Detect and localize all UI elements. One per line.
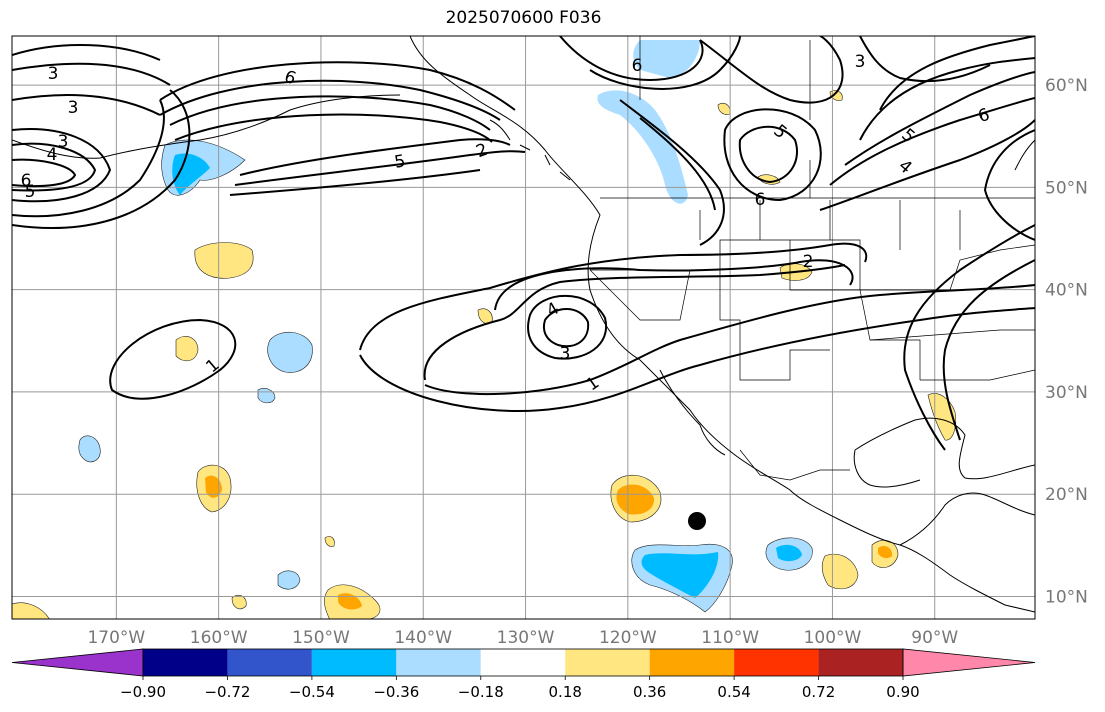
colorbar-tick-label: −0.72 [204, 683, 250, 701]
colorbar-segment [143, 649, 228, 676]
latitude-label: 20°N [1045, 485, 1088, 505]
colorbar-segment [734, 649, 819, 676]
shaded-anomalies [12, 40, 957, 619]
contour-label: 3 [855, 52, 866, 72]
colorbar-segment [480, 649, 566, 676]
latitude-labels: 60°N 50°N 40°N 30°N 20°N 10°N [1045, 76, 1088, 607]
colorbar-extend-max [902, 648, 1036, 677]
colorbar-tick-label: −0.90 [120, 683, 166, 701]
contour-label: 6 [21, 171, 32, 191]
contour-label: 3 [560, 344, 571, 364]
longitude-label: 140°W [394, 628, 452, 648]
latitude-label: 50°N [1045, 178, 1088, 198]
contour-label: 5 [25, 182, 36, 202]
colorbar-tick-label: 0.36 [633, 683, 666, 701]
colorbar-segment [396, 649, 481, 676]
location-marker [688, 512, 706, 530]
longitude-label: 120°W [599, 628, 657, 648]
contour-label: 2 [473, 140, 490, 162]
colorbar-tick-label: 0.54 [717, 683, 750, 701]
contour-label: 3 [58, 132, 69, 152]
map-frame [11, 35, 1036, 620]
colorbar [11, 648, 1036, 677]
colorbar-tick-labels: −0.90 −0.72 −0.54 −0.36 −0.18 0.18 0.36 0.54 0.7… [120, 676, 920, 701]
longitude-label: 150°W [292, 628, 350, 648]
longitude-label: 160°W [190, 628, 248, 648]
contour-label: 1 [202, 355, 223, 377]
colorbar-tick-label: 0.72 [802, 683, 835, 701]
contour-label: 3 [68, 98, 79, 118]
colorbar-segment [649, 649, 735, 676]
longitude-label: 100°W [804, 628, 862, 648]
contour-label: 4 [894, 156, 915, 178]
graticule [12, 36, 1035, 619]
colorbar-segment [818, 649, 903, 676]
colorbar-tick-label: −0.18 [458, 683, 504, 701]
contour-label: 2 [803, 252, 814, 272]
colorbar-segment [565, 649, 650, 676]
colorbar-segment [311, 649, 397, 676]
colorbar-tick-label: 0.18 [549, 683, 582, 701]
map-title: 2025070600 F036 [445, 8, 602, 28]
latitude-label: 40°N [1045, 281, 1088, 301]
contour-label: 4 [47, 145, 58, 165]
contour-lines [12, 36, 1035, 451]
colorbar-segment [227, 649, 312, 676]
contour-label: 6 [281, 67, 298, 89]
longitude-label: 110°W [701, 628, 759, 648]
colorbar-outline [142, 648, 904, 677]
contour-label: 6 [755, 190, 766, 210]
longitude-label: 90°W [911, 628, 958, 648]
latitude-label: 10°N [1045, 587, 1088, 607]
latitude-label: 60°N [1045, 76, 1088, 96]
longitude-label: 170°W [87, 628, 145, 648]
colorbar-tick-label: 0.90 [886, 683, 919, 701]
contour-label: 6 [632, 56, 643, 76]
contour-label: 6 [975, 105, 992, 127]
colorbar-extend-min [11, 648, 144, 677]
contour-label: 5 [393, 151, 407, 173]
longitude-labels: 170°W 160°W 150°W 140°W 130°W 120°W 110°W 100°W… [87, 628, 958, 648]
colorbar-tick-label: −0.54 [289, 683, 335, 701]
coastlines [12, 36, 1035, 613]
colorbar-tick-label: −0.36 [373, 683, 419, 701]
latitude-label: 30°N [1045, 383, 1088, 403]
longitude-label: 130°W [497, 628, 555, 648]
contour-label: 3 [48, 64, 59, 84]
